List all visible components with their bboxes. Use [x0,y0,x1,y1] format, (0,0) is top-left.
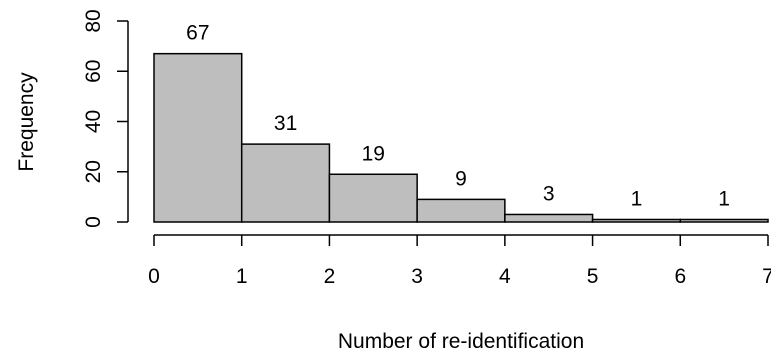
histogram-bar-5 [591,218,682,223]
x-axis: 0 1 2 3 4 5 6 7 [148,234,771,288]
histogram-bar-3 [416,198,506,223]
bar-value-label-1: 31 [274,112,297,135]
y-tick-label-0: 0 [82,216,105,228]
x-tick-label-3: 3 [411,265,423,288]
y-tick-label-2: 40 [82,110,105,133]
x-tick-label-6: 6 [674,265,686,288]
bar-value-label-3: 9 [455,167,467,190]
histogram-bar-1 [240,143,331,223]
x-axis-label: Number of re-identification [338,330,584,353]
bar-value-label-2: 19 [362,142,385,165]
y-axis: 0 20 40 60 80 [82,9,129,228]
bar-value-label-0: 67 [186,22,209,45]
x-tick-label-5: 5 [587,265,599,288]
histogram-bar-6 [679,218,769,223]
x-tick-label-1: 1 [236,265,248,288]
histogram-bar-4 [504,213,594,223]
y-tick-label-3: 60 [82,60,105,83]
y-tick-label-4: 80 [82,9,105,32]
x-tick-label-7: 7 [762,265,771,288]
bars-layer [153,52,769,223]
histogram-bar-0 [153,52,243,223]
x-tick-label-2: 2 [324,265,336,288]
bar-value-label-5: 1 [631,187,643,210]
histogram-bar-2 [328,173,418,223]
y-tick-label-1: 20 [82,160,105,183]
y-axis-label: Frequency [15,72,38,172]
bar-value-label-4: 3 [543,182,555,205]
bar-value-label-6: 1 [718,187,730,210]
x-tick-label-4: 4 [499,265,511,288]
x-tick-label-0: 0 [148,265,160,288]
